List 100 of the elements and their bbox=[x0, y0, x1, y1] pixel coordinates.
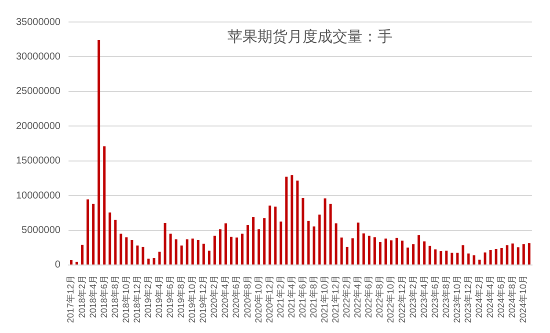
x-tick-label: 2018年8月 bbox=[110, 274, 120, 318]
bar bbox=[302, 198, 304, 264]
bar bbox=[224, 223, 227, 264]
bar bbox=[396, 238, 398, 264]
x-tick-label: 2023年2月 bbox=[408, 274, 418, 318]
bar bbox=[218, 229, 222, 264]
bar bbox=[356, 222, 360, 264]
x-tick-label: 2024年4月 bbox=[485, 274, 496, 318]
bar bbox=[186, 239, 188, 264]
bar bbox=[213, 236, 216, 264]
bar bbox=[384, 238, 387, 264]
x-tick-label: 2023年4月 bbox=[418, 274, 429, 318]
x-tick-label: 2022年8月 bbox=[374, 274, 385, 318]
bar bbox=[70, 260, 72, 264]
bar bbox=[98, 40, 100, 264]
x-tick-label: 2021年12月 bbox=[330, 274, 341, 324]
x-tick-label: 2019年12月 bbox=[198, 274, 208, 324]
x-tick-label: 2020年10月 bbox=[253, 274, 264, 324]
bar bbox=[246, 225, 250, 264]
x-tick-label: 2017年12月 bbox=[66, 274, 76, 324]
x-tick-label: 2021年10月 bbox=[320, 274, 330, 324]
bar bbox=[340, 238, 343, 264]
bar bbox=[456, 252, 459, 264]
bar bbox=[130, 240, 134, 264]
x-tick-label: 2024年10月 bbox=[518, 274, 528, 324]
x-tick-label: 2023年8月 bbox=[440, 274, 451, 318]
x-tick-label: 2018年4月 bbox=[88, 274, 98, 318]
bar bbox=[334, 223, 338, 264]
bar bbox=[274, 206, 277, 264]
x-tick-label: 2021年4月 bbox=[286, 274, 296, 318]
bar bbox=[506, 245, 508, 264]
bar bbox=[120, 234, 122, 264]
bar bbox=[92, 204, 95, 264]
bar bbox=[236, 238, 238, 264]
bar bbox=[158, 252, 161, 264]
bar bbox=[390, 240, 392, 264]
bar bbox=[484, 252, 486, 264]
x-tick-label: 2020年6月 bbox=[231, 274, 242, 318]
bar bbox=[208, 250, 210, 264]
y-tick-label: 10000000 bbox=[16, 190, 61, 202]
bar bbox=[191, 238, 194, 264]
bar bbox=[362, 233, 365, 264]
x-tick-label: 2021年6月 bbox=[297, 274, 308, 318]
bar bbox=[324, 198, 326, 264]
bar bbox=[136, 246, 139, 264]
x-tick-label: 2019年6月 bbox=[165, 274, 176, 318]
x-tick-label: 2022年6月 bbox=[364, 274, 374, 318]
x-tick-label: 2018年6月 bbox=[98, 274, 109, 318]
bar bbox=[174, 239, 178, 264]
x-tick-label: 2023年6月 bbox=[430, 274, 440, 318]
bar bbox=[268, 206, 272, 264]
bar bbox=[307, 220, 310, 264]
bar bbox=[329, 204, 332, 264]
bar bbox=[418, 235, 420, 264]
bar bbox=[428, 246, 432, 264]
x-tick-label: 2019年10月 bbox=[187, 274, 198, 324]
x-tick-label: 2022年12月 bbox=[396, 274, 407, 324]
bar bbox=[412, 244, 415, 264]
y-tick-label: 15000000 bbox=[16, 156, 61, 167]
bar bbox=[378, 242, 382, 264]
x-tick-label: 2021年2月 bbox=[275, 274, 286, 318]
bar bbox=[81, 244, 84, 264]
bar bbox=[164, 222, 166, 264]
x-tick-label: 2022年4月 bbox=[352, 274, 363, 318]
bar bbox=[230, 236, 232, 264]
bar bbox=[478, 260, 481, 264]
bar bbox=[147, 258, 150, 264]
bar bbox=[86, 199, 90, 264]
bar bbox=[258, 229, 260, 264]
bar bbox=[522, 244, 525, 264]
bar bbox=[280, 222, 282, 264]
bar bbox=[125, 237, 128, 264]
x-tick-label: 2024年8月 bbox=[507, 274, 518, 318]
bar bbox=[489, 250, 492, 264]
text: 苹果期货月度成交量：手 bbox=[228, 28, 393, 46]
bar bbox=[450, 252, 454, 264]
bar bbox=[351, 238, 354, 264]
bar bbox=[290, 175, 294, 264]
bar bbox=[445, 250, 448, 264]
bar bbox=[142, 246, 144, 264]
bar bbox=[528, 243, 530, 264]
bar bbox=[252, 217, 255, 264]
y-tick-label: 25000000 bbox=[16, 86, 61, 98]
bar bbox=[202, 244, 205, 264]
bar bbox=[263, 218, 266, 264]
y-tick-label: 35000000 bbox=[16, 16, 61, 28]
x-tick-label: 2020年8月 bbox=[242, 274, 252, 318]
bar bbox=[180, 246, 183, 264]
bar bbox=[285, 176, 288, 264]
bar bbox=[401, 240, 404, 264]
x-tick-label: 2018年12月 bbox=[132, 274, 142, 324]
x-tick-label: 2022年10月 bbox=[386, 274, 396, 324]
bar bbox=[241, 234, 244, 264]
x-tick-label: 2021年8月 bbox=[308, 274, 318, 318]
x-tick-label: 2022年2月 bbox=[342, 274, 352, 318]
bar bbox=[114, 220, 117, 264]
y-tick-label: 0 bbox=[54, 260, 61, 271]
x-tick-label: 2024年2月 bbox=[474, 274, 484, 318]
bar bbox=[346, 246, 348, 264]
bar bbox=[196, 240, 200, 264]
